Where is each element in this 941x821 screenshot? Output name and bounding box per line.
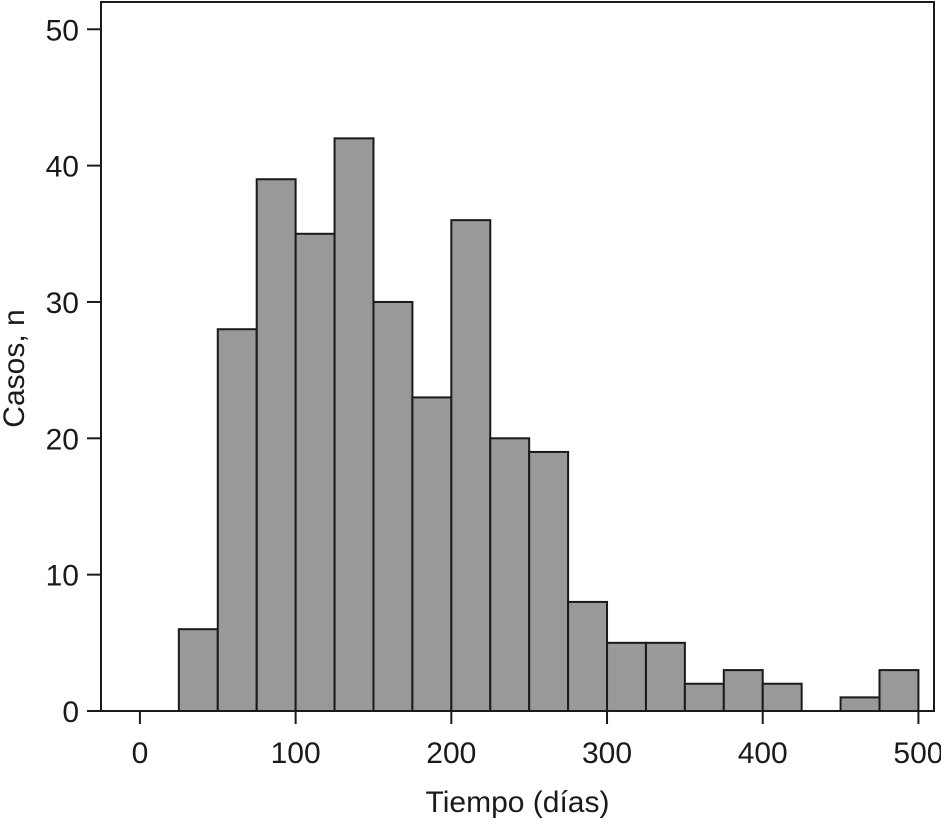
histogram-bar [722,669,764,712]
histogram-bar [255,178,297,712]
x-tick-label: 100 [271,737,321,770]
y-axis-title: Casos, n [0,309,31,427]
histogram-bar [644,641,686,712]
bars-group [177,137,920,713]
y-tick-label: 50 [46,14,79,47]
histogram-bar [450,219,492,712]
y-axis-ticks: 0 10 20 30 40 50 [46,14,101,729]
y-tick-label: 10 [46,560,79,593]
y-tick-label: 0 [62,696,79,729]
histogram-bar [528,450,570,712]
histogram-bar [683,682,725,713]
x-axis-title: Tiempo (días) [426,786,610,819]
histogram-bar [839,696,881,712]
histogram-bar [294,232,336,713]
plot-frame [100,1,935,712]
histogram-bar [567,600,609,713]
x-tick-label: 300 [582,737,632,770]
x-tick-label: 400 [738,737,788,770]
x-tick-label: 0 [132,737,149,770]
histogram-bar [878,669,920,712]
x-axis-ticks: 0 100 200 300 400 500 [132,711,941,770]
x-tick-label: 500 [893,737,941,770]
y-tick-label: 20 [46,423,79,456]
y-tick-label: 30 [46,287,79,320]
histogram-bar [411,396,453,712]
histogram-bar [761,682,803,713]
y-tick-label: 40 [46,151,79,184]
histogram-bar [372,300,414,712]
histogram-bar [333,137,375,713]
x-tick-label: 200 [426,737,476,770]
histogram-bar [606,641,647,712]
histogram-bar [489,437,531,712]
histogram-bar [177,628,219,713]
histogram-bar [216,328,258,712]
